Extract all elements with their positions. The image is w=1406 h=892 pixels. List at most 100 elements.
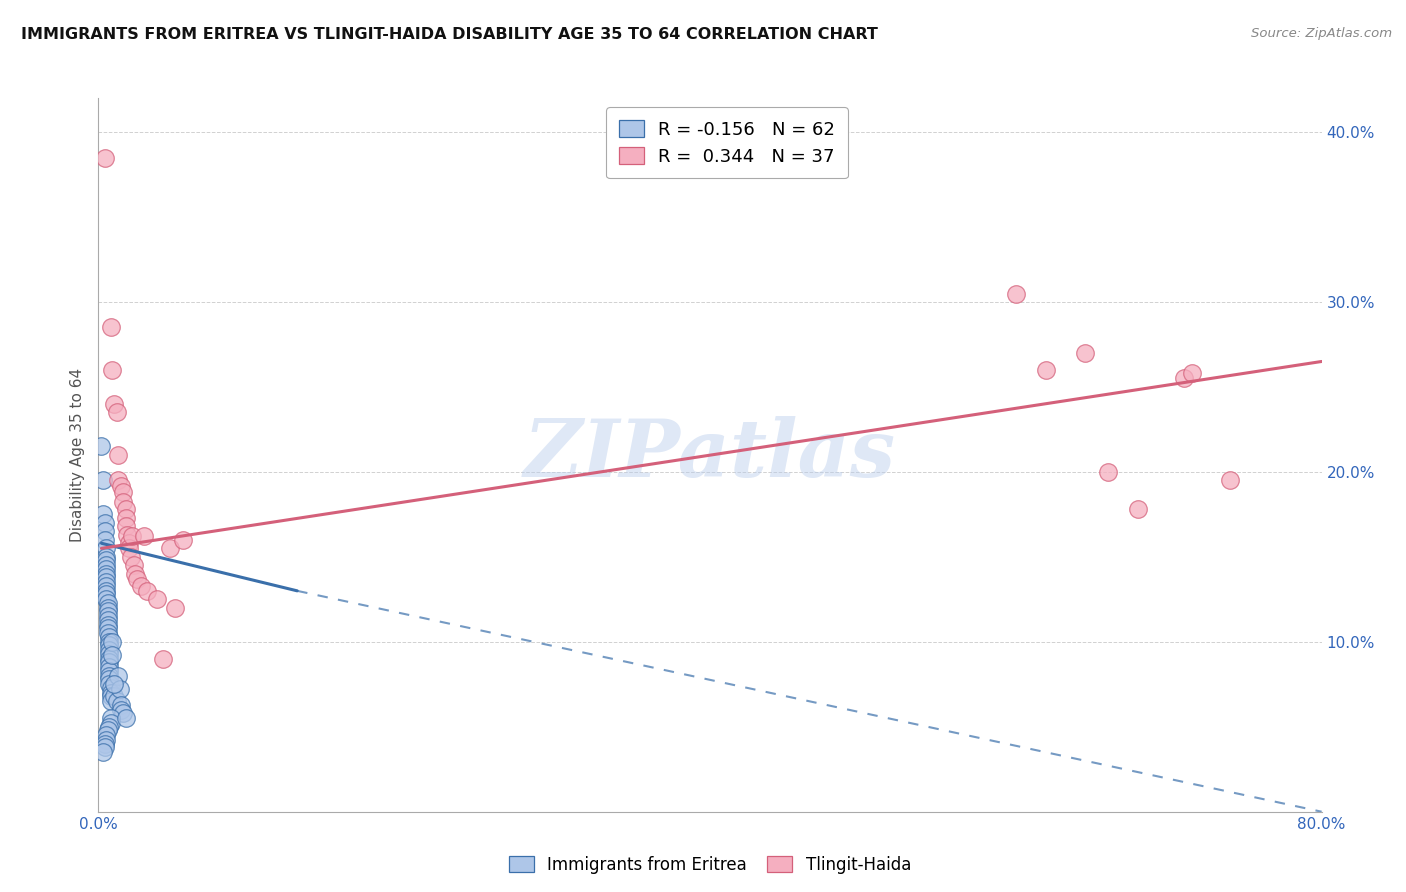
Point xyxy=(121,529,143,543)
Point xyxy=(94,728,117,742)
Point xyxy=(100,320,122,334)
Point xyxy=(125,572,148,586)
Point xyxy=(129,579,152,593)
Point xyxy=(107,669,129,683)
Point xyxy=(97,600,120,615)
Point xyxy=(94,570,117,584)
Point xyxy=(115,510,138,524)
Point xyxy=(107,474,129,488)
Point xyxy=(98,635,121,649)
Point xyxy=(94,583,117,598)
Point xyxy=(94,549,117,564)
Point xyxy=(117,528,139,542)
Point xyxy=(124,566,146,581)
Point xyxy=(115,502,138,516)
Point xyxy=(90,439,112,453)
Point xyxy=(100,686,122,700)
Point xyxy=(103,689,125,703)
Point xyxy=(91,474,114,488)
Point xyxy=(98,669,121,683)
Point xyxy=(94,558,117,573)
Point xyxy=(94,541,117,556)
Point xyxy=(172,533,194,547)
Point xyxy=(100,689,122,703)
Point xyxy=(94,733,117,747)
Point xyxy=(105,405,128,419)
Point xyxy=(97,723,120,738)
Point xyxy=(108,682,131,697)
Point xyxy=(98,630,121,644)
Point xyxy=(97,604,120,618)
Point xyxy=(115,519,138,533)
Point xyxy=(110,698,132,712)
Point xyxy=(93,151,115,165)
Point xyxy=(1073,346,1095,360)
Point xyxy=(1035,363,1057,377)
Point xyxy=(94,587,117,601)
Point xyxy=(103,677,125,691)
Point xyxy=(136,583,159,598)
Point xyxy=(100,681,122,695)
Point xyxy=(1173,371,1195,385)
Point xyxy=(93,516,115,530)
Point xyxy=(98,643,121,657)
Legend: Immigrants from Eritrea, Tlingit-Haida: Immigrants from Eritrea, Tlingit-Haida xyxy=(501,847,920,882)
Point xyxy=(94,579,117,593)
Point xyxy=(97,617,120,632)
Point xyxy=(103,397,125,411)
Point xyxy=(97,626,120,640)
Point xyxy=(159,541,181,556)
Y-axis label: Disability Age 35 to 64: Disability Age 35 to 64 xyxy=(70,368,86,542)
Point xyxy=(1004,286,1026,301)
Point xyxy=(98,720,121,734)
Point xyxy=(1219,474,1241,488)
Point xyxy=(118,541,141,556)
Point xyxy=(145,592,167,607)
Point xyxy=(97,609,120,624)
Point xyxy=(111,485,134,500)
Point xyxy=(101,363,124,377)
Point xyxy=(118,536,141,550)
Point xyxy=(110,478,132,492)
Point xyxy=(94,553,117,567)
Point xyxy=(1097,465,1119,479)
Text: IMMIGRANTS FROM ERITREA VS TLINGIT-HAIDA DISABILITY AGE 35 TO 64 CORRELATION CHA: IMMIGRANTS FROM ERITREA VS TLINGIT-HAIDA… xyxy=(21,27,877,42)
Point xyxy=(93,524,115,539)
Point xyxy=(100,694,122,708)
Point xyxy=(91,508,114,522)
Point xyxy=(111,706,134,721)
Point xyxy=(94,562,117,576)
Point xyxy=(115,711,138,725)
Point xyxy=(94,566,117,581)
Point xyxy=(110,703,132,717)
Point xyxy=(1128,502,1150,516)
Point xyxy=(98,638,121,652)
Point xyxy=(98,677,121,691)
Text: Source: ZipAtlas.com: Source: ZipAtlas.com xyxy=(1251,27,1392,40)
Point xyxy=(94,592,117,607)
Point xyxy=(97,596,120,610)
Point xyxy=(100,716,122,731)
Point xyxy=(101,635,124,649)
Point xyxy=(1181,367,1204,381)
Point xyxy=(97,621,120,635)
Point xyxy=(111,495,134,509)
Point xyxy=(163,600,186,615)
Point xyxy=(122,558,145,573)
Point xyxy=(94,575,117,590)
Point xyxy=(98,647,121,661)
Point xyxy=(134,529,156,543)
Point xyxy=(107,448,129,462)
Point xyxy=(101,648,124,663)
Point xyxy=(100,711,122,725)
Point xyxy=(93,740,115,755)
Point xyxy=(98,655,121,669)
Point xyxy=(105,694,128,708)
Point xyxy=(98,660,121,674)
Point xyxy=(91,745,114,759)
Point xyxy=(97,613,120,627)
Point xyxy=(98,652,121,666)
Point xyxy=(120,549,142,564)
Text: ZIPatlas: ZIPatlas xyxy=(524,417,896,493)
Point xyxy=(98,672,121,686)
